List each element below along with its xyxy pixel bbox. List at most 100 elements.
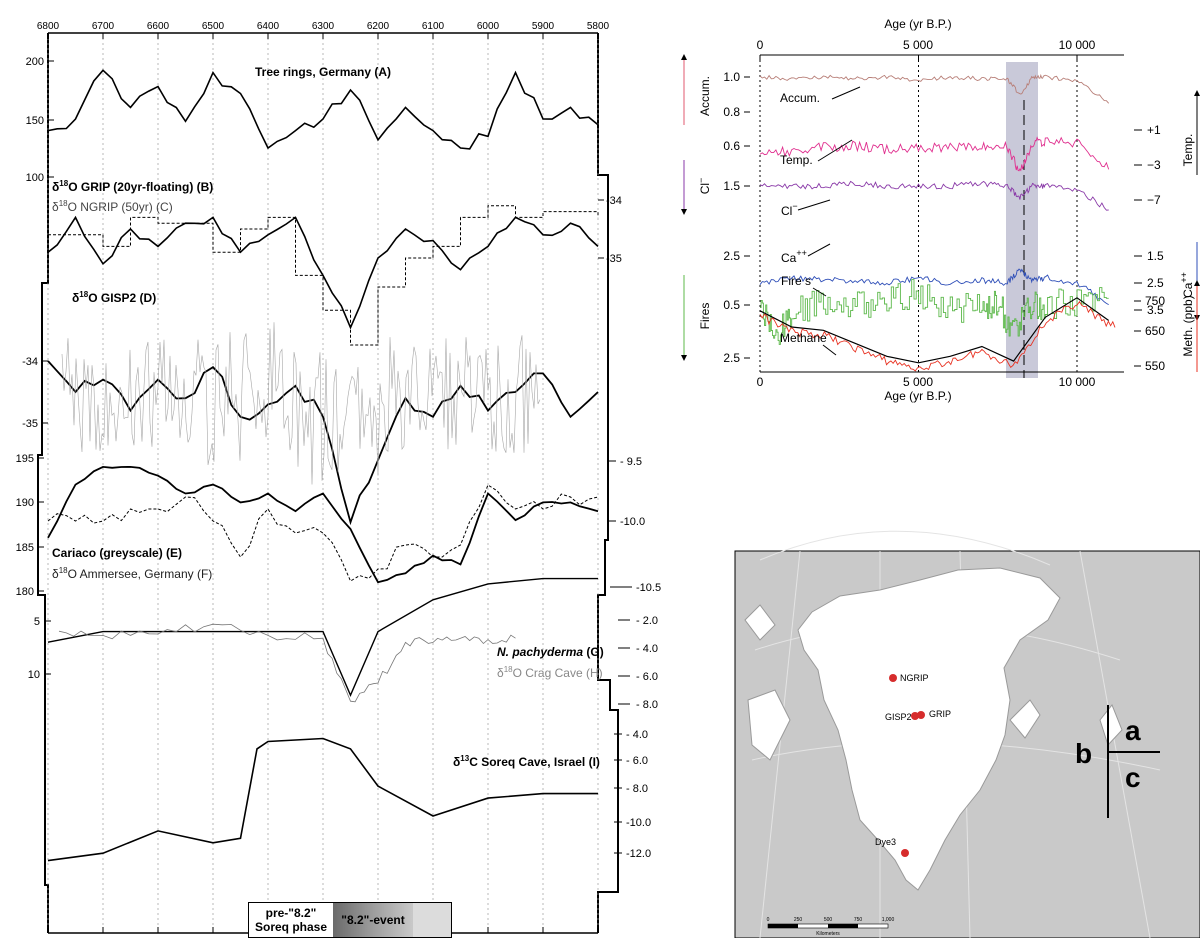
scale-1000: 1,000 bbox=[882, 917, 895, 923]
series-ammersee bbox=[47, 484, 599, 582]
site-gisp2 bbox=[911, 712, 919, 720]
series-label-temp: Temp. bbox=[780, 153, 813, 167]
a-left-tick-0.6: 0.6 bbox=[723, 139, 740, 153]
panel-c-map: NGRIP GISP2 GRIP Dye3 0 250 500 750 1,00… bbox=[734, 530, 1200, 938]
left-tick-cariaco-195: 195 bbox=[16, 453, 34, 465]
site-label-gisp2: GISP2 bbox=[885, 712, 912, 722]
ca-axis-title: Ca++ bbox=[1179, 272, 1195, 298]
left-tick-npach-10: 10 bbox=[28, 669, 40, 681]
map-scale-bar: 0 250 500 750 1,000 Kilometers bbox=[767, 917, 895, 937]
label-tree-rings: Tree rings, Germany (A) bbox=[255, 65, 391, 79]
right-tick-soreq-8: - 8.0 bbox=[626, 783, 648, 795]
panel-b-left-frame bbox=[37, 33, 49, 933]
legend-event: "8.2"-event bbox=[333, 903, 413, 937]
panel-b-series bbox=[47, 69, 599, 862]
a-right-tick-temp-3: −3 bbox=[1147, 158, 1161, 172]
soreq-phase-legend: pre-"8.2" Soreq phase "8.2"-event bbox=[248, 902, 452, 938]
a-left-tick-1.0: 1.0 bbox=[723, 70, 740, 84]
right-tick-grip-35: -35 bbox=[606, 253, 622, 265]
greenland-landmass bbox=[797, 567, 1061, 891]
label-npachyderma: N. pachyderma (G) bbox=[497, 645, 604, 659]
label-crag-cave: δ18O Crag Cave (H) bbox=[497, 665, 603, 680]
a-right-tick-ca3.5: 3.5 bbox=[1147, 303, 1164, 317]
a-right-tick-ca1.5: 1.5 bbox=[1147, 249, 1164, 263]
panel-a-bottom-axis-title: Age (yr B.P.) bbox=[884, 389, 951, 403]
panel-a-series bbox=[759, 73, 1116, 372]
left-tick-gisp-35: -35 bbox=[22, 418, 38, 430]
top-tick-label: 6000 bbox=[477, 21, 500, 32]
panel-key: a b c bbox=[1075, 705, 1160, 818]
key-letter-a: a bbox=[1125, 715, 1141, 746]
left-tick-npach-5: 5 bbox=[34, 616, 40, 628]
right-tick-soreq-10: -10.0 bbox=[626, 817, 651, 829]
a-left-tick-2.5b: 2.5 bbox=[723, 351, 740, 365]
bottom-tick-10000: 10 000 bbox=[1059, 375, 1096, 389]
top-tick-label: 6500 bbox=[202, 21, 225, 32]
right-tick-soreq-6: - 6.0 bbox=[626, 755, 648, 767]
a-right-tick-meth550: 550 bbox=[1145, 359, 1165, 373]
site-ngrip bbox=[889, 674, 897, 682]
series-soreq bbox=[47, 737, 598, 862]
panel-b-gridlines bbox=[47, 33, 599, 933]
a-left-tick-0.5: 0.5 bbox=[723, 298, 740, 312]
right-tick-ammersee-105: -10.5 bbox=[636, 582, 661, 594]
right-tick-soreq-12: -12.0 bbox=[626, 848, 651, 860]
panel-b-right-frame bbox=[597, 33, 619, 933]
legend-pre-line1: pre-"8.2" bbox=[265, 906, 317, 920]
a-right-tick-temp+1: +1 bbox=[1147, 123, 1161, 137]
panel-a: Age (yr B.P.) Age (yr B.P.) 0 5 000 10 0… bbox=[681, 17, 1200, 403]
left-tick-tree-200: 200 bbox=[26, 56, 44, 68]
top-tick-label: 6800 bbox=[37, 21, 60, 32]
panel-b-top-ticks: 6800 6700 6600 6500 6400 6300 6200 6100 6000 5900… bbox=[37, 21, 610, 39]
series-grip bbox=[47, 215, 599, 330]
top-tick-label: 5800 bbox=[587, 21, 610, 32]
left-tick-cariaco-190: 190 bbox=[16, 497, 34, 509]
top-tick-5000: 5 000 bbox=[903, 38, 933, 52]
site-label-ngrip: NGRIP bbox=[900, 673, 929, 683]
a-right-tick-ca2.5: 2.5 bbox=[1147, 276, 1164, 290]
a-right-tick-temp-7: −7 bbox=[1147, 193, 1161, 207]
scale-500: 500 bbox=[824, 917, 833, 923]
right-tick-crag-6: - 6.0 bbox=[636, 671, 658, 683]
event-8.2-band bbox=[1006, 62, 1038, 378]
legend-pre-line2: Soreq phase bbox=[254, 920, 328, 934]
series-tree-rings bbox=[47, 69, 599, 150]
fires-axis-title: Fires bbox=[698, 303, 712, 330]
series-label-accum: Accum. bbox=[780, 91, 820, 105]
right-tick-crag-2: - 2.0 bbox=[636, 615, 658, 627]
series-ngrip bbox=[48, 205, 599, 346]
label-ngrip: δ18O NGRIP (50yr) (C) bbox=[52, 199, 173, 214]
top-tick-label: 6700 bbox=[92, 21, 115, 32]
scale-0: 0 bbox=[767, 917, 770, 923]
left-tick-tree-150: 150 bbox=[26, 115, 44, 127]
label-ammersee: δ18O Ammersee, Germany (F) bbox=[52, 566, 212, 581]
legend-pre-phase: pre-"8.2" Soreq phase bbox=[249, 903, 333, 937]
top-tick-label: 6400 bbox=[257, 21, 280, 32]
left-tick-gisp-34: -34 bbox=[22, 356, 38, 368]
bottom-tick-0: 0 bbox=[757, 375, 764, 389]
label-gisp2: δ18O GISP2 (D) bbox=[72, 290, 156, 305]
series-accum bbox=[759, 73, 1110, 104]
series-ca bbox=[759, 268, 1109, 305]
a-left-tick-0.8: 0.8 bbox=[723, 105, 740, 119]
top-tick-0: 0 bbox=[757, 38, 764, 52]
top-tick-10000: 10 000 bbox=[1059, 38, 1096, 52]
panel-b: 6800 6700 6600 6500 6400 6300 6200 6100 6000 5900… bbox=[16, 21, 661, 938]
panel-a-top-axis-title: Age (yr B.P.) bbox=[884, 17, 951, 31]
label-grip: δ18O GRIP (20yr-floating) (B) bbox=[52, 179, 213, 194]
right-tick-crag-4: - 4.0 bbox=[636, 643, 658, 655]
series-label-methane: Methane bbox=[780, 331, 827, 345]
scale-250: 250 bbox=[794, 917, 803, 923]
right-tick-crag-8: - 8.0 bbox=[636, 699, 658, 711]
series-npachyderma bbox=[47, 577, 598, 697]
scale-750: 750 bbox=[854, 917, 863, 923]
site-dye3 bbox=[901, 849, 909, 857]
label-cariaco: Cariaco (greyscale) (E) bbox=[52, 546, 182, 560]
series-cariaco bbox=[47, 465, 599, 584]
series-methane bbox=[759, 297, 1110, 364]
left-tick-cariaco-180: 180 bbox=[16, 586, 34, 598]
series-crag-cave bbox=[58, 623, 516, 703]
site-label-dye3: Dye3 bbox=[875, 837, 896, 847]
a-left-tick-2.5: 2.5 bbox=[723, 249, 740, 263]
top-tick-label: 6100 bbox=[422, 21, 445, 32]
